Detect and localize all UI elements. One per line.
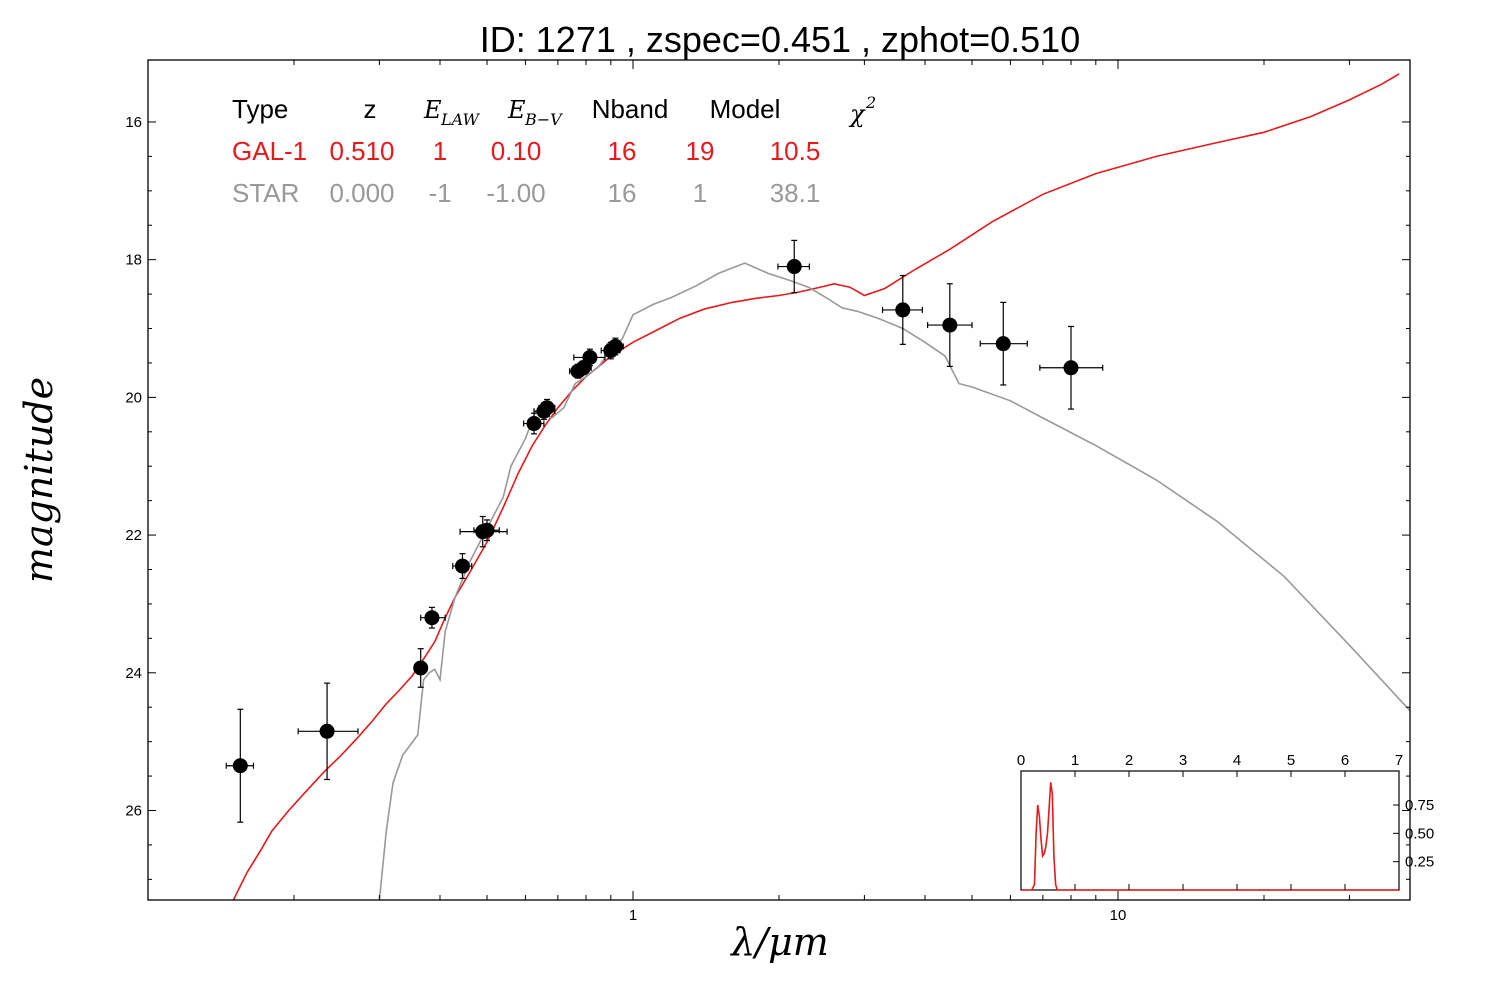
- table-header-subscript: LAW: [440, 110, 481, 129]
- data-marker: [526, 416, 542, 432]
- table-cell: 0.510: [329, 136, 394, 166]
- inset-x-tick-label: 0: [1017, 752, 1025, 769]
- x-tick-label: 10: [1110, 907, 1127, 924]
- inset-frame: [1020, 770, 1400, 891]
- table-header: E: [507, 96, 526, 124]
- table-header: z: [364, 94, 377, 124]
- table-cell: 19: [686, 136, 715, 166]
- x-tick-label: 1: [629, 907, 637, 924]
- table-cell: 16: [608, 178, 637, 208]
- table-cell: 0.000: [329, 178, 394, 208]
- y-axis-label: magnitude: [17, 377, 61, 583]
- table-header-subscript: B−V: [524, 110, 563, 129]
- data-point: [452, 553, 473, 580]
- table-cell: GAL-1: [232, 136, 307, 166]
- data-point: [538, 398, 556, 417]
- data-marker: [607, 338, 623, 354]
- inset-x-tick-label: 4: [1233, 752, 1241, 769]
- y-tick-label: 22: [125, 527, 142, 544]
- data-marker: [582, 349, 598, 365]
- data-marker: [895, 302, 911, 318]
- data-marker: [1063, 360, 1079, 376]
- data-marker: [942, 317, 958, 333]
- y-tick-label: 18: [125, 252, 142, 269]
- inset-x-tick-label: 5: [1287, 752, 1295, 769]
- table-header: Nband: [592, 94, 669, 124]
- data-marker: [479, 522, 495, 538]
- data-marker: [319, 723, 335, 739]
- data-marker: [786, 259, 802, 275]
- x-axis-label: λ/μm: [729, 920, 829, 964]
- table-cell: 0.10: [491, 136, 542, 166]
- data-point: [420, 606, 446, 629]
- table-cell: 16: [608, 136, 637, 166]
- table-cell: 38.1: [770, 178, 821, 208]
- inset-pdf-plot: 0 1 2 3 4 5 6 7 0.25 0.50 0.75: [1017, 752, 1434, 891]
- inset-x-tick-label: 3: [1179, 752, 1187, 769]
- table-cell: STAR: [232, 178, 299, 208]
- data-point: [979, 301, 1028, 386]
- data-point: [413, 648, 429, 688]
- table-cell: 1: [693, 178, 707, 208]
- data-point: [927, 283, 973, 367]
- data-point: [1039, 325, 1104, 410]
- table-header: Type: [232, 94, 288, 124]
- data-marker: [454, 558, 470, 574]
- table-cell: 10.5: [770, 136, 821, 166]
- data-marker: [413, 660, 429, 676]
- inset-x-tick-label: 6: [1341, 752, 1349, 769]
- data-point: [297, 682, 359, 781]
- inset-y-tick-label: 0.75: [1405, 797, 1434, 814]
- y-tick-label: 24: [125, 665, 142, 682]
- y-tick-label: 20: [125, 389, 142, 406]
- inset-y-tick-label: 0.25: [1405, 854, 1434, 871]
- star-model-line: [378, 262, 1410, 900]
- table-cell: -1.00: [486, 178, 545, 208]
- data-point: [881, 274, 923, 345]
- table-cell: -1: [428, 178, 451, 208]
- data-marker: [995, 336, 1011, 352]
- data-marker: [424, 610, 440, 626]
- table-cell: 1: [433, 136, 447, 166]
- inset-x-tick-label: 2: [1125, 752, 1133, 769]
- inset-x-tick-label: 1: [1071, 752, 1079, 769]
- data-point: [573, 348, 606, 367]
- table-header: Model: [710, 94, 781, 124]
- chart-title: ID: 1271 , zspec=0.451 , zphot=0.510: [480, 19, 1080, 60]
- inset-x-tick-label: 7: [1395, 752, 1403, 769]
- data-marker: [232, 758, 248, 774]
- table-header: E: [423, 96, 442, 124]
- table-header: χ: [848, 100, 866, 128]
- y-tick-label: 26: [125, 802, 142, 819]
- data-point: [225, 708, 255, 823]
- data-point: [606, 337, 624, 356]
- inset-y-tick-label: 0.50: [1405, 825, 1434, 842]
- table-header-superscript: 2: [865, 93, 876, 112]
- data-point: [777, 239, 810, 294]
- y-tick-label: 16: [125, 114, 142, 131]
- pdf-line: [1021, 782, 1399, 891]
- data-point: [473, 519, 500, 542]
- data-marker: [539, 400, 555, 416]
